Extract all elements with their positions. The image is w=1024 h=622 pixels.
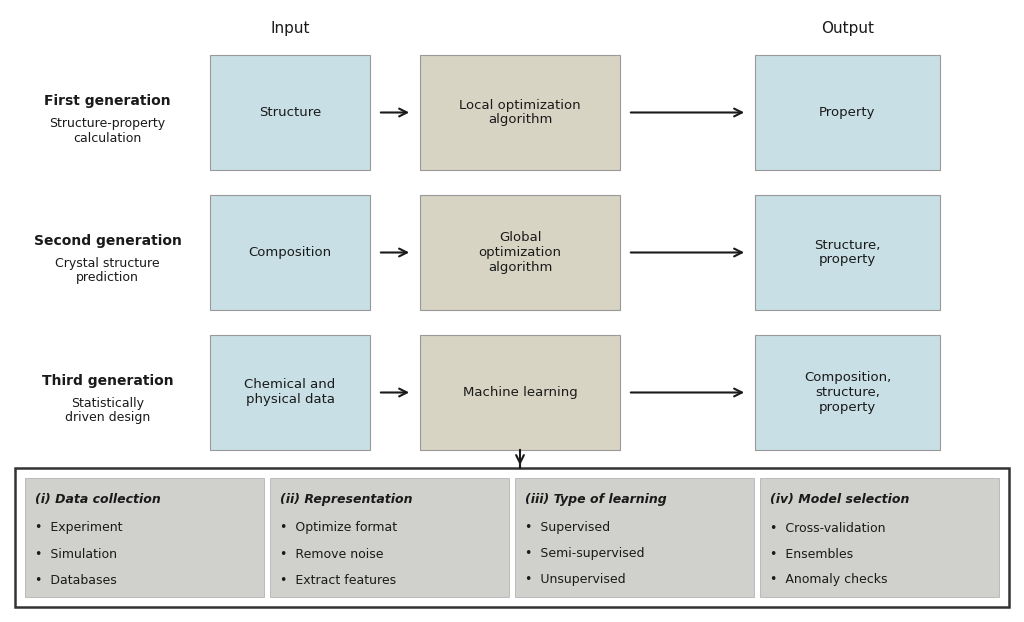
Text: Chemical and
physical data: Chemical and physical data [245, 379, 336, 407]
Text: •  Optimize format: • Optimize format [280, 521, 397, 534]
Text: •  Simulation: • Simulation [35, 547, 117, 560]
Text: •  Supervised: • Supervised [525, 521, 610, 534]
Text: •  Extract features: • Extract features [280, 573, 396, 587]
Text: •  Experiment: • Experiment [35, 521, 123, 534]
FancyBboxPatch shape [210, 195, 370, 310]
Text: Structure-property
calculation: Structure-property calculation [49, 116, 166, 144]
FancyBboxPatch shape [210, 335, 370, 450]
FancyBboxPatch shape [420, 335, 620, 450]
Text: First generation: First generation [44, 93, 171, 108]
Text: Local optimization
algorithm: Local optimization algorithm [459, 98, 581, 126]
Text: •  Ensembles: • Ensembles [770, 547, 853, 560]
Text: Crystal structure
prediction: Crystal structure prediction [55, 256, 160, 284]
FancyBboxPatch shape [755, 55, 940, 170]
Text: •  Semi-supervised: • Semi-supervised [525, 547, 644, 560]
Text: Composition,
structure,
property: Composition, structure, property [804, 371, 891, 414]
FancyBboxPatch shape [755, 335, 940, 450]
Text: Global
optimization
algorithm: Global optimization algorithm [478, 231, 561, 274]
Text: •  Databases: • Databases [35, 573, 117, 587]
Text: Composition: Composition [249, 246, 332, 259]
Text: Input: Input [270, 21, 309, 35]
Text: •  Anomaly checks: • Anomaly checks [770, 573, 888, 587]
Text: Second generation: Second generation [34, 233, 181, 248]
Text: (ii) Representation: (ii) Representation [280, 493, 413, 506]
Text: Output: Output [821, 21, 874, 35]
Text: Structure,
property: Structure, property [814, 238, 881, 266]
FancyBboxPatch shape [15, 468, 1009, 607]
FancyBboxPatch shape [760, 478, 999, 597]
Text: Statistically
driven design: Statistically driven design [65, 396, 151, 424]
Text: (iv) Model selection: (iv) Model selection [770, 493, 909, 506]
Text: Third generation: Third generation [42, 373, 173, 388]
Text: •  Remove noise: • Remove noise [280, 547, 384, 560]
FancyBboxPatch shape [25, 478, 264, 597]
FancyBboxPatch shape [210, 55, 370, 170]
FancyBboxPatch shape [420, 55, 620, 170]
Text: Structure: Structure [259, 106, 322, 119]
FancyBboxPatch shape [515, 478, 754, 597]
Text: •  Cross-validation: • Cross-validation [770, 521, 886, 534]
Text: •  Unsupervised: • Unsupervised [525, 573, 626, 587]
Text: Machine learning: Machine learning [463, 386, 578, 399]
Text: (i) Data collection: (i) Data collection [35, 493, 161, 506]
FancyBboxPatch shape [420, 195, 620, 310]
FancyBboxPatch shape [755, 195, 940, 310]
FancyBboxPatch shape [270, 478, 509, 597]
Text: Property: Property [819, 106, 876, 119]
Text: (iii) Type of learning: (iii) Type of learning [525, 493, 667, 506]
